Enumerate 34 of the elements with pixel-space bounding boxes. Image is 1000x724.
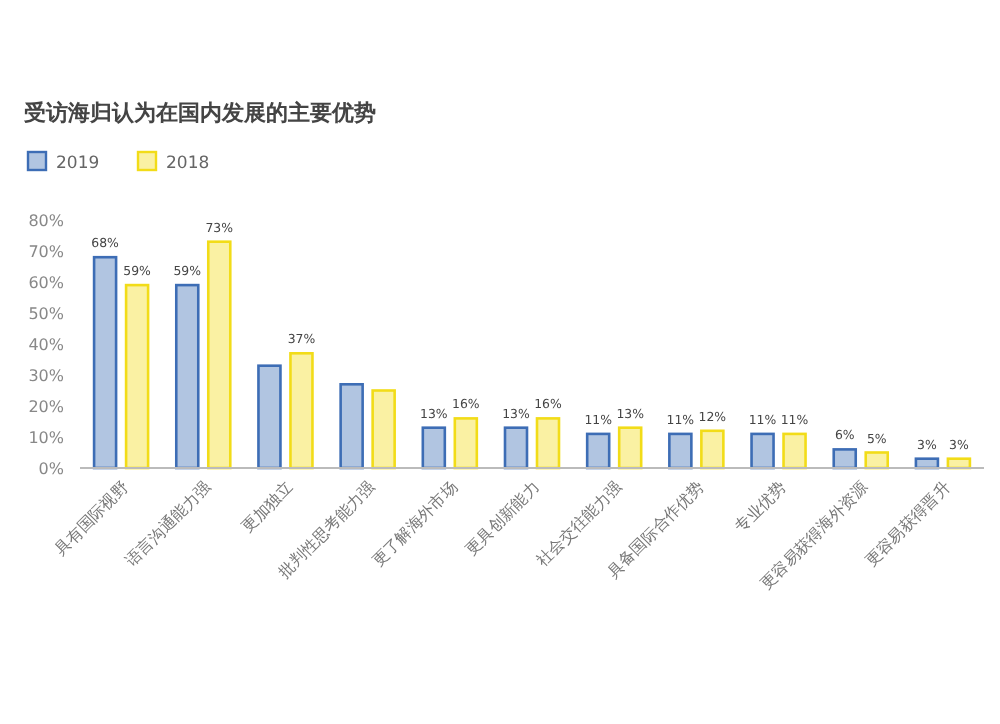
bar (421, 426, 447, 470)
bar (832, 448, 858, 470)
y-tick-label: 50% (28, 305, 65, 323)
bar (371, 389, 396, 470)
y-tick-label: 70% (28, 243, 65, 261)
y-tick-label: 60% (28, 274, 65, 292)
bar (339, 383, 364, 470)
bar (206, 240, 232, 470)
y-tick-label: 30% (28, 367, 65, 385)
x-tick-label: 专业优势 (731, 478, 790, 537)
bar (289, 352, 314, 470)
bar (617, 426, 643, 470)
bar (585, 432, 611, 470)
legend-label: 2018 (166, 154, 210, 174)
bar (782, 432, 807, 470)
y-tick-label: 80% (28, 212, 65, 230)
bar (92, 255, 118, 470)
bar (700, 429, 725, 470)
y-tick-label: 20% (28, 398, 65, 416)
y-tick-label: 40% (28, 336, 65, 354)
y-tick-label: 10% (28, 429, 65, 447)
bar (174, 283, 200, 470)
bar (668, 432, 693, 470)
bar (503, 426, 529, 470)
bar (750, 432, 775, 470)
y-tick-label: 0% (38, 460, 65, 478)
bar (124, 283, 150, 470)
x-tick-label: 更加独立 (238, 478, 297, 537)
bar (453, 417, 479, 470)
bar (535, 417, 561, 470)
chart-title: 受访海归认为在国内发展的主要优势 (22, 100, 376, 126)
legend-label: 2019 (56, 154, 100, 174)
bar (257, 364, 282, 470)
bar (864, 451, 890, 470)
